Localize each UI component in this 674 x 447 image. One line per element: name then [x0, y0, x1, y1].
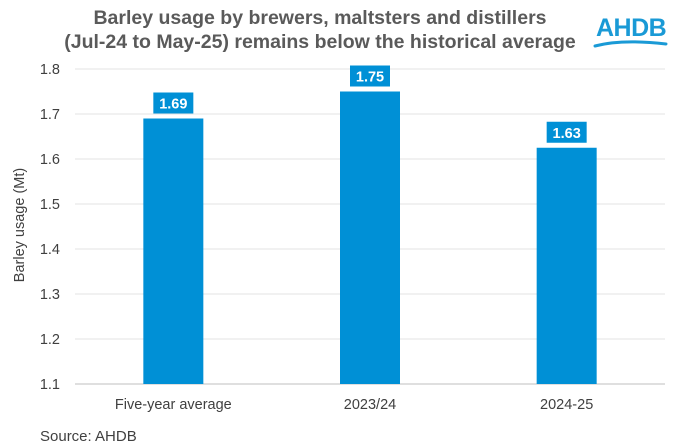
y-tick-label: 1.6 — [40, 152, 60, 168]
x-axis-ticks: Five-year average 2023/24 2024-25 — [115, 397, 593, 413]
data-labels: 1.69 1.75 1.63 — [153, 65, 587, 143]
data-label-box — [350, 65, 390, 87]
chart-title: Barley usage by brewers, maltsters and d… — [40, 6, 600, 54]
x-tick-label: Five-year average — [115, 397, 232, 413]
data-label: 1.63 — [553, 126, 581, 142]
bar — [143, 118, 204, 384]
data-label: 1.69 — [159, 97, 187, 113]
ahdb-logo: AHDB — [592, 8, 670, 52]
bar — [536, 147, 597, 384]
y-axis-label: Barley usage (Mt) — [12, 168, 28, 282]
data-label-box — [546, 121, 587, 143]
chart-title-line-1: Barley usage by brewers, maltsters and d… — [93, 7, 547, 29]
y-tick-label: 1.2 — [40, 332, 60, 348]
y-tick-label: 1.5 — [40, 197, 60, 213]
y-axis-ticks: 1.1 1.2 1.3 1.4 1.5 1.6 1.7 1.8 — [40, 62, 60, 393]
y-tick-label: 1.3 — [40, 287, 60, 303]
y-tick-label: 1.8 — [40, 62, 60, 78]
chart-title-line-2: (Jul-24 to May-25) remains below the his… — [64, 31, 576, 53]
logo-swoosh-icon — [593, 40, 668, 48]
y-tick-label: 1.4 — [40, 242, 60, 258]
data-label: 1.75 — [356, 70, 384, 86]
y-tick-label: 1.7 — [40, 107, 60, 123]
bars — [143, 91, 597, 384]
x-tick-label: 2024-25 — [540, 397, 593, 413]
logo-text: AHDB — [596, 14, 667, 42]
y-tick-label: 1.1 — [40, 377, 60, 393]
data-label-box — [153, 92, 194, 114]
x-tick-label: 2023/24 — [344, 397, 396, 413]
source-note: Source: AHDB — [40, 428, 137, 445]
bar — [340, 91, 400, 384]
